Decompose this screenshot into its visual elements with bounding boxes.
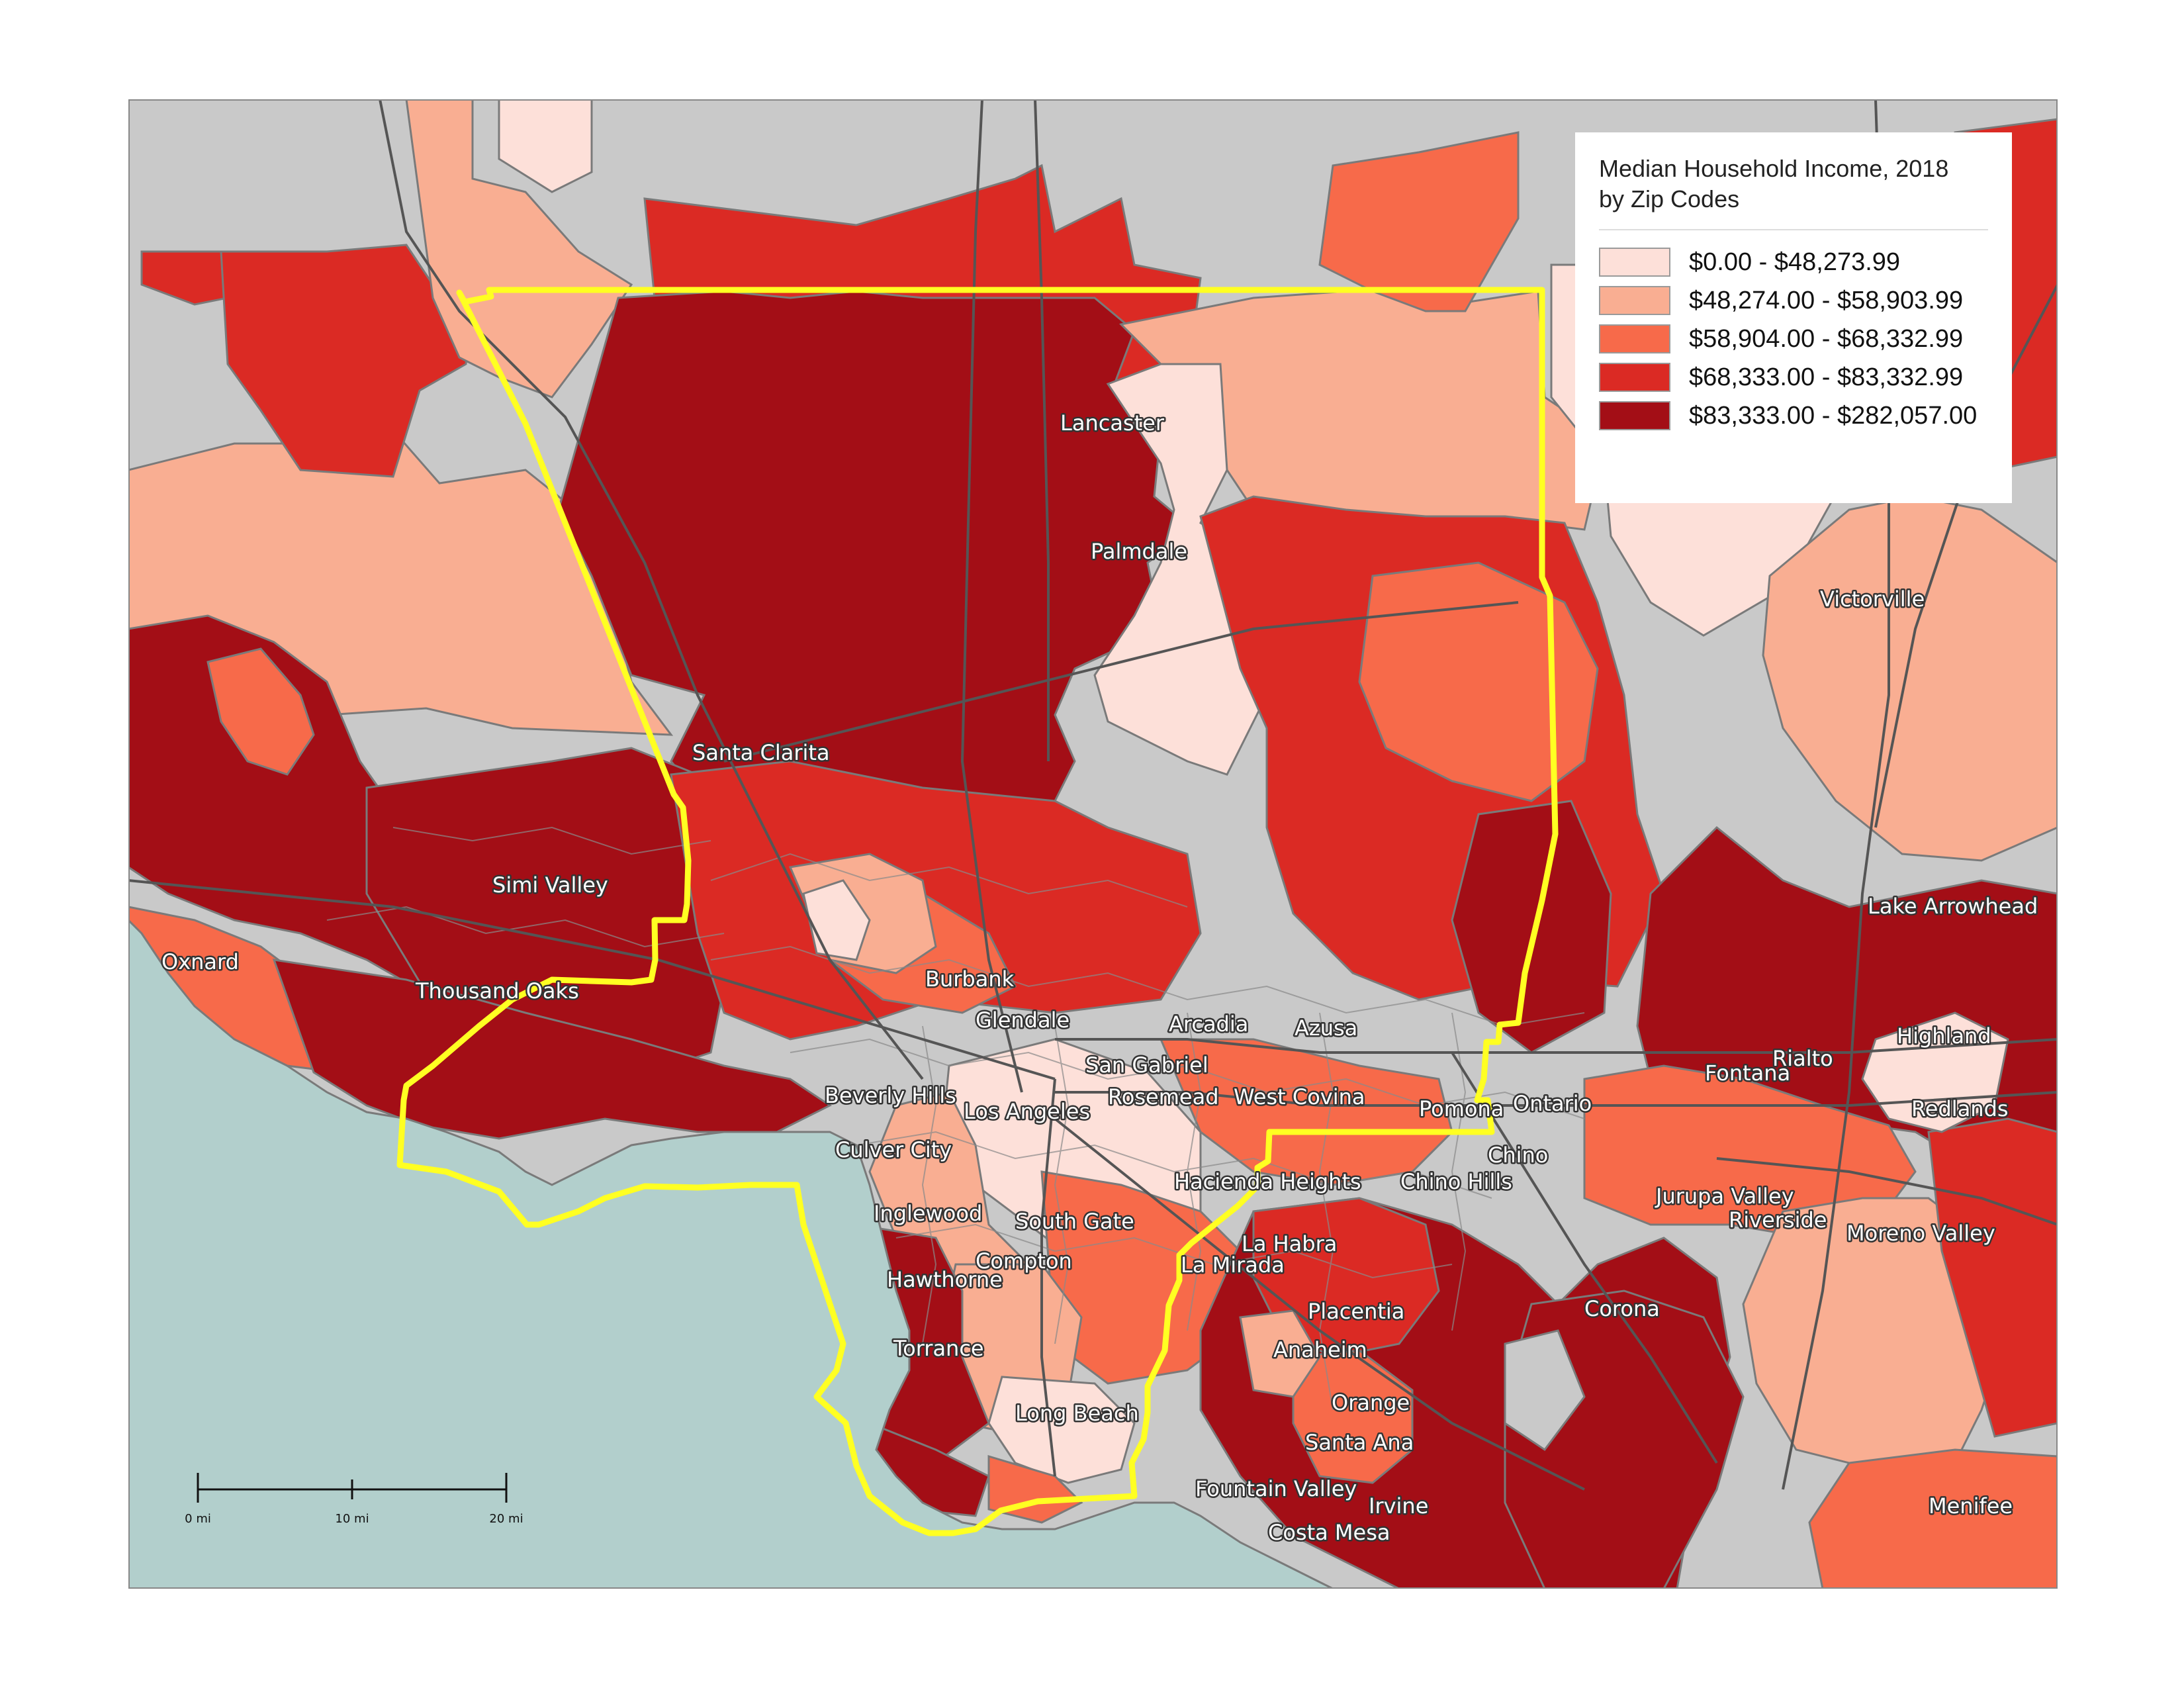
legend-item-4: $68,333.00 - $83,332.99 — [1599, 363, 1988, 392]
place-label-torrance: Torrance — [893, 1336, 984, 1361]
scale-label-0: 0 mi — [185, 1512, 211, 1526]
legend-item-1: $0.00 - $48,273.99 — [1599, 248, 1988, 277]
place-labels: Lancaster Palmdale Victorville Santa Cla… — [160, 409, 2040, 1547]
place-label-fountain-valley: Fountain Valley — [1195, 1476, 1357, 1501]
zone-north-peach-2 — [405, 99, 633, 399]
zone-northeast-salmon — [1318, 131, 1520, 312]
place-label-pomona: Pomona — [1419, 1096, 1504, 1121]
place-label-chino-hills: Chino Hills — [1400, 1169, 1512, 1194]
zone-longbeach-light — [987, 1376, 1136, 1484]
place-label-victorville: Victorville — [1820, 586, 1925, 612]
place-label-hawthorne: Hawthorne — [887, 1267, 1003, 1292]
place-label-menifee: Menifee — [1929, 1493, 2013, 1519]
place-label-thousand-oaks: Thousand Oaks — [415, 978, 579, 1004]
place-label-jurupa-valley: Jurupa Valley — [1655, 1184, 1794, 1209]
zone-riverside-peach — [1742, 1197, 2009, 1471]
place-label-riverside: Riverside — [1729, 1207, 1827, 1233]
place-label-costa-mesa: Costa Mesa — [1268, 1520, 1390, 1545]
place-label-culver-city: Culver City — [835, 1137, 952, 1162]
place-label-ontario: Ontario — [1513, 1091, 1592, 1116]
legend-label-3: $58,904.00 - $68,332.99 — [1689, 324, 1964, 353]
zone-north-dark-red — [557, 290, 1196, 862]
scale-label-10: 10 mi — [335, 1512, 369, 1526]
zone-sfv-mixed — [670, 760, 1202, 1041]
zone-riverside-grey — [1504, 1329, 1586, 1452]
place-label-la-mirada: La Mirada — [1181, 1252, 1285, 1278]
place-label-oxnard: Oxnard — [161, 949, 239, 974]
place-label-simi-valley: Simi Valley — [492, 872, 608, 898]
zip-borders — [326, 826, 1585, 1411]
county-boundary — [396, 287, 1559, 1536]
legend-item-3: $58,904.00 - $68,332.99 — [1599, 324, 1988, 353]
legend-swatch-2 — [1599, 286, 1670, 315]
place-label-azusa: Azusa — [1295, 1015, 1357, 1041]
place-label-orange: Orange — [1332, 1390, 1410, 1415]
legend-title: Median Household Income, 2018 by Zip Cod… — [1599, 155, 1949, 212]
legend-swatch-4 — [1599, 363, 1670, 392]
place-label-redlands: Redlands — [1911, 1096, 2009, 1121]
place-label-palmdale: Palmdale — [1091, 539, 1187, 564]
zone-northwest-red — [220, 244, 474, 478]
place-label-fontana: Fontana — [1705, 1060, 1790, 1086]
legend-label-5: $83,333.00 - $282,057.00 — [1689, 401, 1978, 430]
legend-label-4: $68,333.00 - $83,332.99 — [1689, 363, 1964, 391]
roads — [128, 99, 2058, 1491]
place-label-los-angeles: Los Angeles — [964, 1099, 1090, 1124]
legend-item-5: $83,333.00 - $282,057.00 — [1599, 401, 1988, 430]
place-label-rosemead: Rosemead — [1108, 1084, 1219, 1109]
place-label-west-covina: West Covina — [1234, 1084, 1365, 1109]
place-label-glendale: Glendale — [976, 1008, 1069, 1033]
place-label-san-gabriel: San Gabriel — [1085, 1053, 1208, 1078]
place-label-irvine: Irvine — [1369, 1493, 1428, 1519]
place-label-la-habra: La Habra — [1242, 1231, 1337, 1256]
ocean — [128, 918, 1334, 1589]
place-label-placentia: Placentia — [1308, 1299, 1404, 1324]
place-label-long-beach: Long Beach — [1015, 1401, 1139, 1426]
zone-santa-ana-salmon — [1292, 1349, 1414, 1484]
place-label-hacienda-heights: Hacienda Heights — [1174, 1169, 1361, 1194]
legend-divider — [1599, 229, 1988, 230]
zone-east-av-salmon — [1358, 561, 1599, 802]
legend-label-2: $48,274.00 - $58,903.99 — [1689, 286, 1964, 314]
place-label-arcadia: Arcadia — [1169, 1011, 1248, 1037]
place-label-santa-clarita: Santa Clarita — [692, 740, 830, 765]
place-label-beverly-hills: Beverly Hills — [825, 1083, 956, 1108]
place-label-lake-arrowhead: Lake Arrowhead — [1868, 894, 2038, 919]
legend-swatch-1 — [1599, 248, 1670, 277]
place-label-santa-ana: Santa Ana — [1305, 1430, 1414, 1455]
place-label-rialto: Rialto — [1772, 1046, 1833, 1071]
zone-north-light — [498, 99, 593, 193]
legend: Median Household Income, 2018 by Zip Cod… — [1575, 132, 2012, 503]
legend-swatch-3 — [1599, 324, 1670, 353]
place-label-highland: Highland — [1897, 1023, 1991, 1049]
place-label-burbank: Burbank — [925, 966, 1015, 992]
place-label-south-gate: South Gate — [1015, 1209, 1134, 1234]
place-label-lancaster: Lancaster — [1060, 410, 1165, 436]
place-label-chino: Chino — [1488, 1143, 1548, 1168]
place-label-corona: Corona — [1584, 1296, 1660, 1321]
zone-anaheim-peach — [1239, 1309, 1321, 1398]
zone-west-salmon — [206, 647, 315, 776]
legend-label-1: $0.00 - $48,273.99 — [1689, 248, 1901, 276]
scale-bar: 0 mi 10 mi 20 mi — [185, 1473, 523, 1526]
place-label-anaheim: Anaheim — [1273, 1337, 1367, 1362]
place-label-moreno-valley: Moreno Valley — [1846, 1221, 1995, 1246]
place-label-inglewood: Inglewood — [874, 1201, 982, 1226]
place-label-compton: Compton — [976, 1248, 1072, 1274]
zone-orange-red — [1252, 1197, 1440, 1358]
zone-south-riverside-salmon — [1808, 1448, 2058, 1589]
zone-east-av-darkred — [1451, 800, 1612, 1054]
scale-label-20: 20 mi — [489, 1512, 523, 1526]
legend-swatch-5 — [1599, 401, 1670, 430]
legend-item-2: $48,274.00 - $58,903.99 — [1599, 286, 1988, 315]
zone-moreno-red — [1927, 1117, 2058, 1438]
